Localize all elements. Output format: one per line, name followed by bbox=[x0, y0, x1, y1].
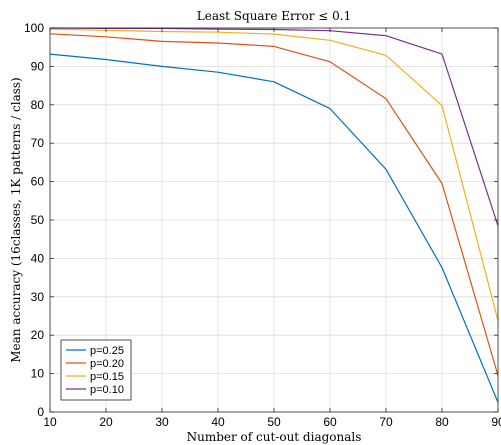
y-tick-label: 80 bbox=[31, 98, 45, 112]
x-tick-label: 90 bbox=[491, 415, 501, 429]
y-tick-label: 70 bbox=[31, 136, 45, 150]
y-tick-label: 60 bbox=[31, 175, 45, 189]
x-axis-label: Number of cut-out diagonals bbox=[187, 430, 362, 444]
y-tick-label: 40 bbox=[31, 251, 45, 265]
x-tick-label: 40 bbox=[211, 415, 225, 429]
y-tick-label: 20 bbox=[31, 328, 45, 342]
x-tick-label: 30 bbox=[155, 415, 169, 429]
x-tick-label: 70 bbox=[379, 415, 393, 429]
x-tick-label: 20 bbox=[99, 415, 113, 429]
y-tick-label: 0 bbox=[37, 405, 44, 419]
x-tick-label: 80 bbox=[435, 415, 449, 429]
y-tick-label: 100 bbox=[24, 21, 44, 35]
y-axis-label: Mean accuracy (16classes, 1K patterns / … bbox=[9, 77, 23, 363]
y-tick-label: 50 bbox=[31, 213, 45, 227]
legend-label: p=0.20 bbox=[90, 358, 124, 370]
y-tick-label: 10 bbox=[31, 367, 45, 381]
y-tick-label: 90 bbox=[31, 59, 45, 73]
legend: p=0.25p=0.20p=0.15p=0.10 bbox=[60, 339, 132, 401]
axis-ticks: 1020304050607080900102030405060708090100 bbox=[24, 21, 501, 429]
x-tick-label: 50 bbox=[267, 415, 281, 429]
legend-label: p=0.10 bbox=[90, 384, 124, 396]
series-line-p=0.20 bbox=[49, 33, 499, 376]
series-line-p=0.25 bbox=[49, 53, 499, 403]
chart-title: Least Square Error ≤ 0.1 bbox=[197, 9, 351, 23]
y-tick-label: 30 bbox=[31, 290, 45, 304]
series-layer bbox=[49, 27, 499, 403]
legend-label: p=0.15 bbox=[90, 371, 124, 383]
x-tick-label: 60 bbox=[323, 415, 337, 429]
x-tick-label: 10 bbox=[43, 415, 57, 429]
legend-label: p=0.25 bbox=[90, 345, 124, 357]
series-line-p=0.15 bbox=[49, 28, 499, 321]
